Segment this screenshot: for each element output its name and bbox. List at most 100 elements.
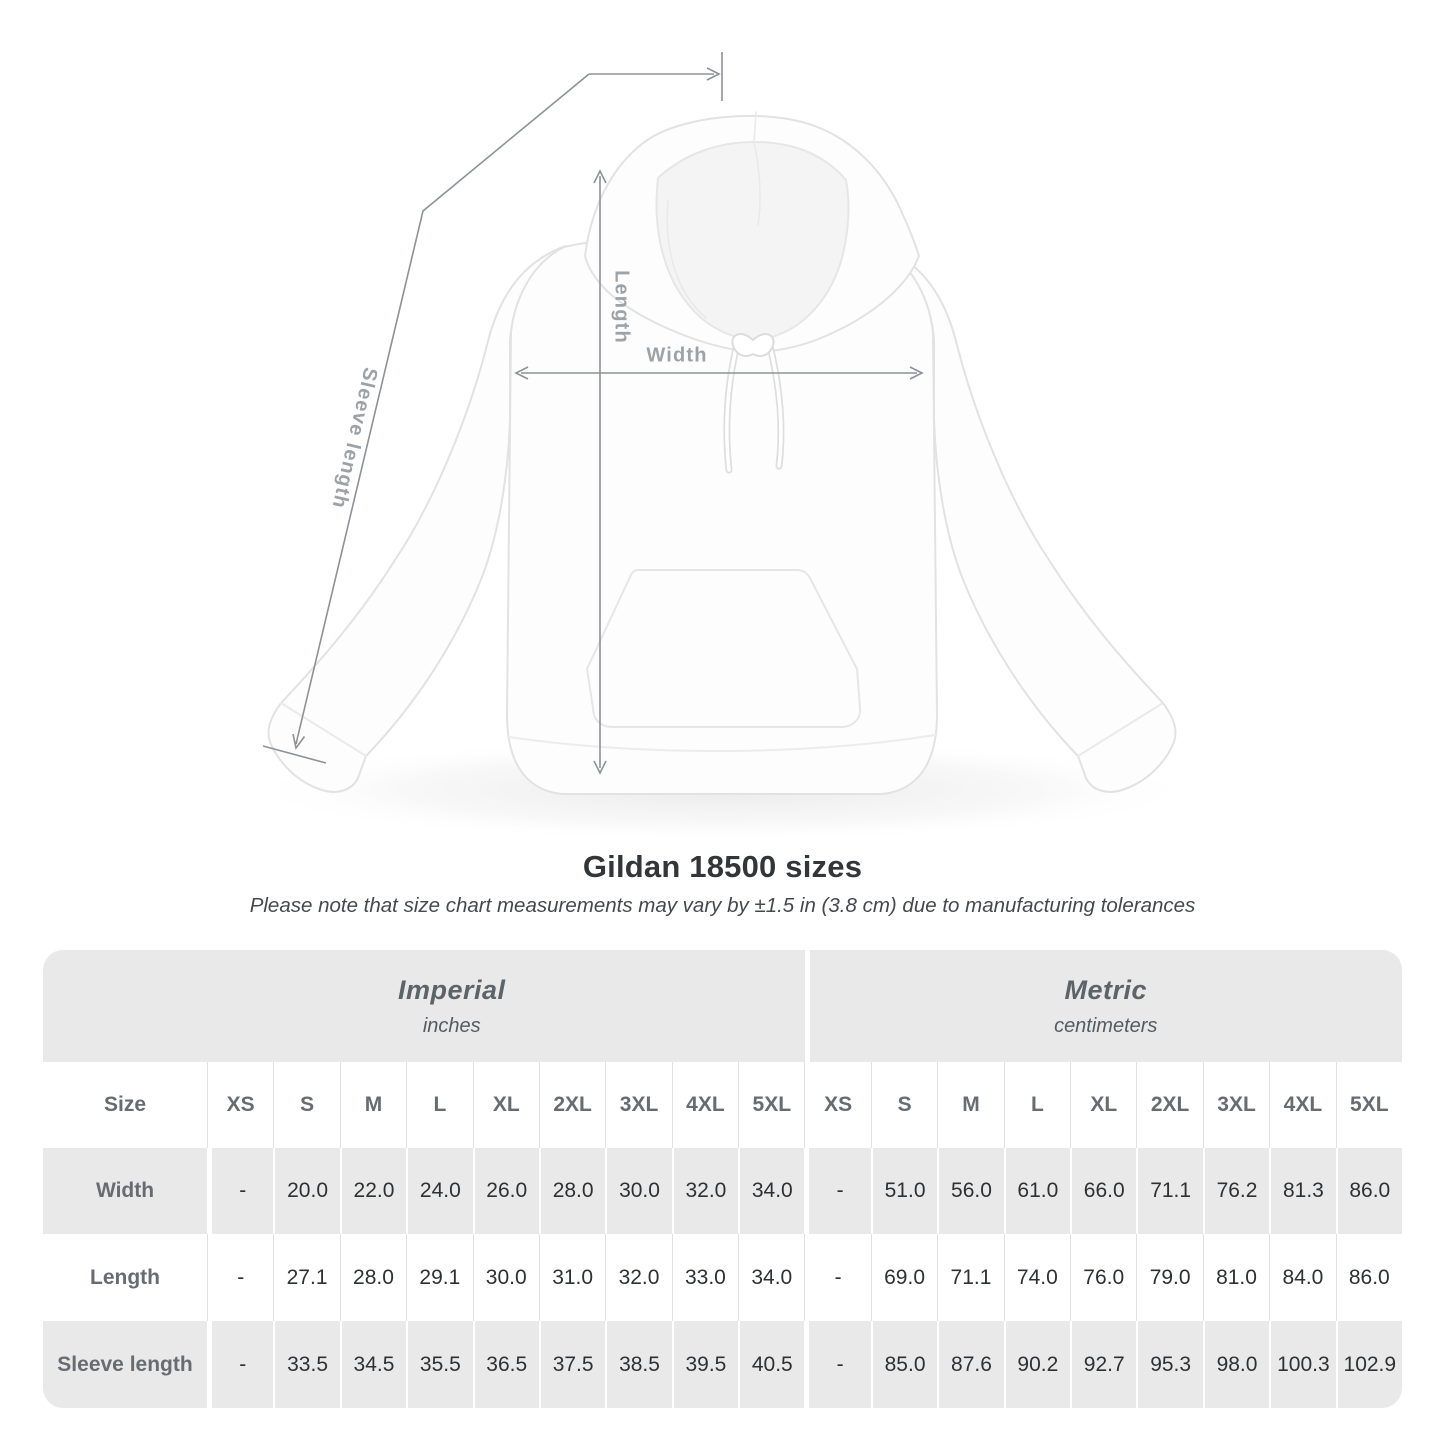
cuff-tick [262,745,327,764]
size-header-cell: 2XL [538,1062,606,1148]
length-row: Length - 27.1 28.0 29.1 30.0 31.0 32.0 3… [43,1234,1402,1321]
value-cell: 24.0 [406,1148,473,1234]
size-header-cell: 3XL [605,1062,672,1148]
length-measure-label: Length [610,270,633,344]
value-cell: - [207,1321,274,1408]
value-cell: 51.0 [870,1148,938,1234]
value-cell: 98.0 [1202,1321,1270,1408]
value-cell: - [207,1234,274,1321]
imperial-group-unit: inches [422,1014,481,1037]
unit-header-row: Imperial inches Metric centimeters [43,950,1402,1062]
size-header-cell: XL [472,1062,539,1148]
top-measure-arrow [589,67,721,81]
value-cell: 81.0 [1202,1234,1270,1321]
size-header-cell: 2XL [1136,1062,1203,1148]
value-cell: 71.1 [1136,1148,1203,1234]
size-header-cell: 3XL [1202,1062,1270,1148]
value-cell: 32.0 [605,1234,672,1321]
value-cell: 20.0 [273,1148,340,1234]
value-cell: - [804,1321,871,1408]
row-label: Width [43,1148,207,1234]
size-header-cell: 4XL [671,1062,739,1148]
length-arrow [593,169,607,775]
size-header-row: Size XS S M L XL 2XL 3XL 4XL 5XL XS S M … [43,1062,1402,1148]
right-cuff-seam [1077,702,1164,757]
page-title: Gildan 18500 sizes [582,849,863,884]
value-cell: - [804,1148,871,1234]
value-cell: 61.0 [1003,1148,1071,1234]
hood-center-seam [753,111,761,226]
right-sleeve [877,245,1177,793]
value-cell: 76.0 [1070,1234,1137,1321]
value-cell: 34.5 [339,1321,407,1408]
value-cell: 33.0 [671,1234,739,1321]
width-arrow [514,366,924,380]
value-cell: 81.3 [1269,1148,1336,1234]
drawstring-bow [731,333,775,357]
value-cell: 95.3 [1136,1321,1203,1408]
value-cell: 100.3 [1269,1321,1336,1408]
sleeve-length-row: Sleeve length - 33.5 34.5 35.5 36.5 37.5… [43,1321,1402,1408]
value-cell: 66.0 [1070,1148,1137,1234]
value-cell: 37.5 [538,1321,606,1408]
size-header-cell: L [406,1062,473,1148]
imperial-group-title: Imperial [397,974,506,1005]
drawstrings [723,333,785,474]
value-cell: 79.0 [1136,1234,1203,1321]
kangaroo-pocket [586,569,862,728]
value-cell: 34.0 [738,1148,805,1234]
value-cell: - [804,1234,871,1321]
value-cell: 87.6 [937,1321,1004,1408]
imperial-group-header: Imperial inches [43,950,805,1062]
value-cell: - [207,1148,274,1234]
hoodie-illustration [237,52,1207,842]
size-header-cell: XS [804,1062,871,1148]
value-cell: 38.5 [605,1321,672,1408]
hoodie-measurement-diagram: Length Width Sleeve length [237,52,1207,842]
value-cell: 102.9 [1335,1321,1402,1408]
left-cuff-seam [280,702,367,757]
tolerance-note: Please note that size chart measurements… [249,894,1196,917]
left-sleeve [267,245,567,793]
sleeve-length-arrow [292,73,590,750]
size-header-cell: S [273,1062,340,1148]
value-cell: 30.0 [605,1148,672,1234]
value-cell: 27.1 [273,1234,340,1321]
width-measure-label: Width [646,344,708,367]
value-cell: 74.0 [1003,1234,1071,1321]
size-chart-table: Imperial inches Metric centimeters Size … [43,950,1402,1408]
value-cell: 28.0 [538,1148,606,1234]
value-cell: 71.1 [937,1234,1004,1321]
value-cell: 76.2 [1202,1148,1270,1234]
value-cell: 56.0 [937,1148,1004,1234]
row-label: Length [43,1234,207,1321]
value-cell: 30.0 [472,1234,539,1321]
value-cell: 33.5 [273,1321,340,1408]
metric-group-header: Metric centimeters [804,950,1402,1062]
value-cell: 36.5 [472,1321,539,1408]
size-header-cell: 5XL [738,1062,805,1148]
hood-lining-seam [666,199,707,319]
value-cell: 22.0 [339,1148,407,1234]
value-cell: 26.0 [472,1148,539,1234]
row-label: Sleeve length [43,1321,207,1408]
value-cell: 40.5 [738,1321,805,1408]
value-cell: 86.0 [1335,1148,1402,1234]
value-cell: 31.0 [538,1234,606,1321]
metric-group-unit: centimeters [1054,1014,1158,1037]
value-cell: 34.0 [738,1234,805,1321]
value-cell: 69.0 [870,1234,938,1321]
value-cell: 35.5 [406,1321,473,1408]
metric-group-title: Metric [1064,974,1148,1005]
size-column-header: Size [43,1062,207,1148]
value-cell: 84.0 [1269,1234,1336,1321]
value-cell: 92.7 [1070,1321,1137,1408]
width-row: Width - 20.0 22.0 24.0 26.0 28.0 30.0 32… [43,1148,1402,1234]
size-header-cell: M [937,1062,1004,1148]
size-header-cell: XS [207,1062,274,1148]
value-cell: 39.5 [671,1321,739,1408]
size-header-cell: 5XL [1335,1062,1402,1148]
size-header-cell: 4XL [1269,1062,1336,1148]
value-cell: 90.2 [1003,1321,1071,1408]
